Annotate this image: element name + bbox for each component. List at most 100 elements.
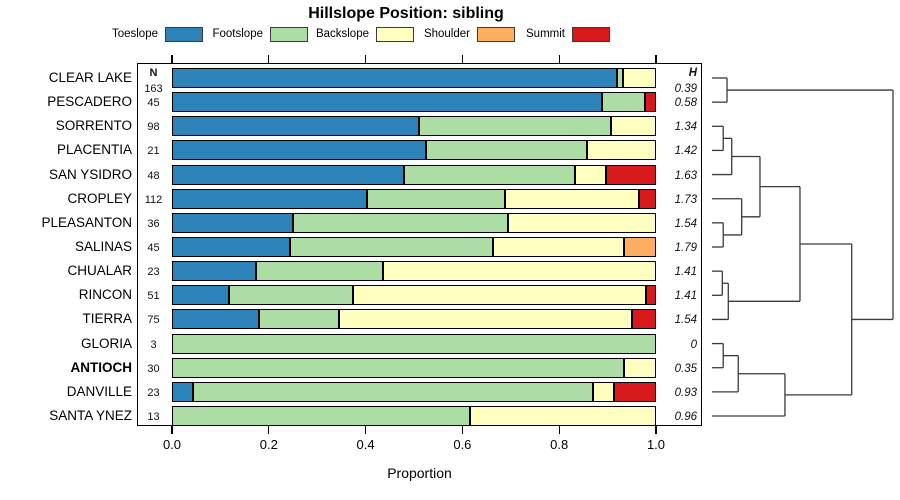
series-label: PLEASANTON (41, 214, 132, 230)
h-value: 0.58 (674, 97, 697, 110)
h-value: 1.41 (674, 290, 697, 303)
legend-item-label: Footslope (212, 28, 263, 40)
bar-segment-footslope (172, 357, 624, 378)
bar-segment-backslope (469, 406, 656, 426)
bar-segment-backslope (504, 188, 640, 209)
h-value: 1.54 (674, 217, 697, 230)
h-column-header: H (688, 67, 697, 79)
series-label: SANTA YNEZ (49, 408, 132, 423)
bar-segment-backslope (592, 381, 614, 402)
bar-segment-summit (613, 381, 656, 402)
n-value: 3 (150, 338, 157, 351)
n-value: 98 (147, 121, 160, 134)
series-label: PLACENTIA (56, 142, 132, 158)
legend-item-label: Backslope (315, 28, 369, 40)
x-axis-tick-top (365, 55, 367, 63)
bar-segment-toeslope (172, 164, 404, 185)
n-value: 30 (147, 362, 160, 375)
x-axis-tick (268, 426, 270, 434)
bar-segment-footslope (229, 285, 353, 306)
bar-segment-footslope (290, 237, 494, 257)
h-value: 0.39 (674, 83, 697, 95)
h-value: 0.93 (674, 386, 697, 399)
bar-segment-toeslope (172, 140, 426, 161)
series-label: SAN YSIDRO (48, 166, 132, 182)
n-value: 45 (147, 97, 160, 110)
x-axis-tick-label: 1.0 (646, 437, 666, 452)
h-value: 0.96 (674, 411, 697, 423)
series-label: SALINAS (74, 239, 132, 254)
series-label: TIERRA (82, 311, 132, 327)
bar-segment-toeslope (172, 237, 291, 257)
bar-segment-toeslope (172, 381, 193, 402)
series-label: CHUALAR (67, 263, 132, 279)
series-label: RINCON (78, 287, 132, 303)
legend-swatch (270, 27, 308, 42)
bar-segment-footslope (366, 188, 505, 209)
bar-segment-footslope (425, 140, 587, 161)
h-value: 0 (690, 338, 697, 351)
series-label: ANTIOCH (70, 359, 133, 375)
n-value: 23 (147, 386, 160, 399)
n-value: 51 (147, 290, 160, 303)
bar-segment-toeslope (172, 212, 293, 233)
legend-item-label: Summit (526, 28, 565, 40)
series-label: SORRENTO (55, 118, 132, 134)
x-axis-tick-top (268, 55, 270, 63)
bar-segment-shoulder (623, 237, 656, 257)
h-value: 1.42 (674, 145, 697, 158)
n-value: 45 (147, 242, 160, 254)
legend-swatch (165, 27, 203, 42)
bar-segment-footslope (418, 116, 612, 137)
h-value: 1.54 (674, 314, 697, 327)
legend-swatch (376, 27, 414, 42)
bar-segment-backslope (575, 164, 606, 185)
h-value: 1.63 (674, 169, 697, 182)
x-axis-tick (558, 426, 560, 434)
bar-segment-summit (631, 309, 656, 330)
bar-segment-footslope (172, 333, 656, 354)
legend-item-label: Shoulder (423, 28, 470, 40)
series-label: GLORIA (80, 335, 132, 351)
x-axis-tick-top (171, 55, 173, 63)
n-column-header: N (149, 67, 158, 79)
bar-segment-summit (605, 164, 656, 185)
bar-segment-backslope (623, 357, 656, 378)
bar-segment-toeslope (172, 188, 367, 209)
bar-segment-backslope (338, 309, 632, 330)
x-axis-tick-top (558, 55, 560, 63)
bar-segment-footslope (192, 381, 593, 402)
bar-segment-backslope (586, 140, 656, 161)
bar-segment-backslope (611, 116, 656, 137)
bar-segment-summit (639, 188, 656, 209)
x-axis-tick-top (655, 55, 657, 63)
h-value: 1.79 (674, 242, 697, 254)
bar-segment-toeslope (172, 309, 260, 330)
bar-segment-toeslope (172, 285, 230, 306)
x-axis-tick-top (461, 55, 463, 63)
n-value: 13 (147, 411, 160, 423)
bar-segment-backslope (623, 68, 656, 88)
n-value: 112 (144, 193, 163, 206)
bar-segment-footslope (293, 212, 508, 233)
n-value: 21 (147, 145, 160, 158)
h-value: 1.73 (674, 193, 697, 206)
x-axis-tick-label: 0.2 (259, 437, 278, 452)
bar-segment-summit (646, 285, 656, 306)
bar-segment-backslope (507, 212, 656, 233)
series-label: PESCADERO (47, 94, 132, 110)
bar-segment-backslope (352, 285, 647, 306)
series-label: DANVILLE (66, 383, 132, 399)
bar-segment-toeslope (172, 68, 618, 88)
bar-segment-footslope (617, 68, 624, 88)
series-label: CLEAR LAKE (48, 70, 132, 85)
n-value: 36 (147, 217, 160, 230)
bar-segment-footslope (259, 309, 339, 330)
x-axis-tick-label: 0.0 (162, 437, 182, 452)
series-label: CROPLEY (67, 190, 132, 206)
legend-swatch (572, 27, 610, 42)
bar-segment-footslope (602, 92, 646, 113)
bar-segment-backslope (382, 261, 656, 282)
x-axis-tick (461, 426, 463, 434)
